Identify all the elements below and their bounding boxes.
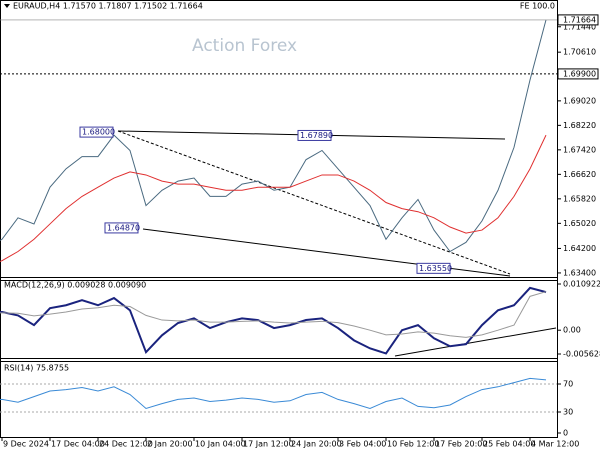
data-line xyxy=(0,19,547,253)
x-tick-label: 10 Jan 04:00 xyxy=(195,440,246,449)
y-tick-label: 1.71440 xyxy=(563,22,596,31)
dropdown-icon xyxy=(4,4,10,8)
y-tick-label: 1.66620 xyxy=(563,170,596,179)
panel-title: RSI(14) 75.8755 xyxy=(4,364,69,373)
annotation-box xyxy=(297,129,332,141)
y-tick-label: 1.68220 xyxy=(563,121,596,130)
chart-title: EURAUD,H4 1.71570 1.71807 1.71502 1.7166… xyxy=(13,2,203,11)
x-tick-label: 9 Dec 2024 xyxy=(3,440,49,449)
y-tick-label: 0 xyxy=(563,429,568,438)
price-label: 1.71664 xyxy=(563,15,596,24)
annotation: 1.67890 xyxy=(300,131,333,140)
y-tick-label: 0.00 xyxy=(563,326,581,335)
y-tick-label: 1.67420 xyxy=(563,145,596,154)
y-tick-label: -0.005628 xyxy=(563,350,600,359)
annotation-box xyxy=(416,262,451,274)
annotation-box xyxy=(79,126,114,138)
y-tick-label: 70 xyxy=(563,380,573,389)
y-tick-label: 1.65820 xyxy=(563,194,596,203)
x-tick-label: 2 Jan 20:00 xyxy=(147,440,193,449)
x-tick-label: 24 Dec 12:00 xyxy=(99,440,153,449)
y-tick-label: 0.010922 xyxy=(563,280,600,289)
data-line xyxy=(0,291,547,338)
price-label: 1.69900 xyxy=(563,69,596,78)
data-line xyxy=(0,377,547,410)
data-line xyxy=(0,134,547,262)
x-tick-label: 17 Feb 20:00 xyxy=(435,440,487,449)
x-tick-label: 17 Dec 04:00 xyxy=(51,440,105,449)
annotation: 1.63550 xyxy=(419,264,452,273)
data-line xyxy=(0,286,547,355)
y-tick-label: 1.65020 xyxy=(563,219,596,228)
x-tick-label: 3 Feb 04:00 xyxy=(339,440,386,449)
y-tick-label: 1.64200 xyxy=(563,244,596,253)
corner-label: FE 100.0 xyxy=(520,2,555,11)
x-tick-label: 24 Jan 20:00 xyxy=(291,440,342,449)
trendline xyxy=(117,130,511,275)
y-tick-label: 1.69020 xyxy=(563,96,596,105)
y-tick-label: 1.63400 xyxy=(563,268,596,277)
watermark: Action Forex xyxy=(192,36,297,56)
annotation: 1.64870 xyxy=(107,223,140,232)
trendline xyxy=(394,327,557,357)
annotation: 1.68000 xyxy=(82,128,115,137)
panel-title: MACD(12,26,9) 0.009028 0.009090 xyxy=(4,281,146,290)
price-label-box xyxy=(557,14,599,26)
plot-area xyxy=(0,19,557,413)
x-tick-label: 17 Jan 12:00 xyxy=(243,440,294,449)
y-tick-label: 1.70610 xyxy=(563,48,596,57)
x-tick-label: 10 Feb 12:00 xyxy=(387,440,439,449)
x-tick-label: 4 Mar 12:00 xyxy=(531,440,579,449)
annotation-box xyxy=(104,222,139,234)
price-label-box xyxy=(557,68,599,80)
x-tick-label: 25 Feb 04:00 xyxy=(483,440,535,449)
y-tick-label: 30 xyxy=(563,408,573,417)
frame xyxy=(0,0,558,438)
